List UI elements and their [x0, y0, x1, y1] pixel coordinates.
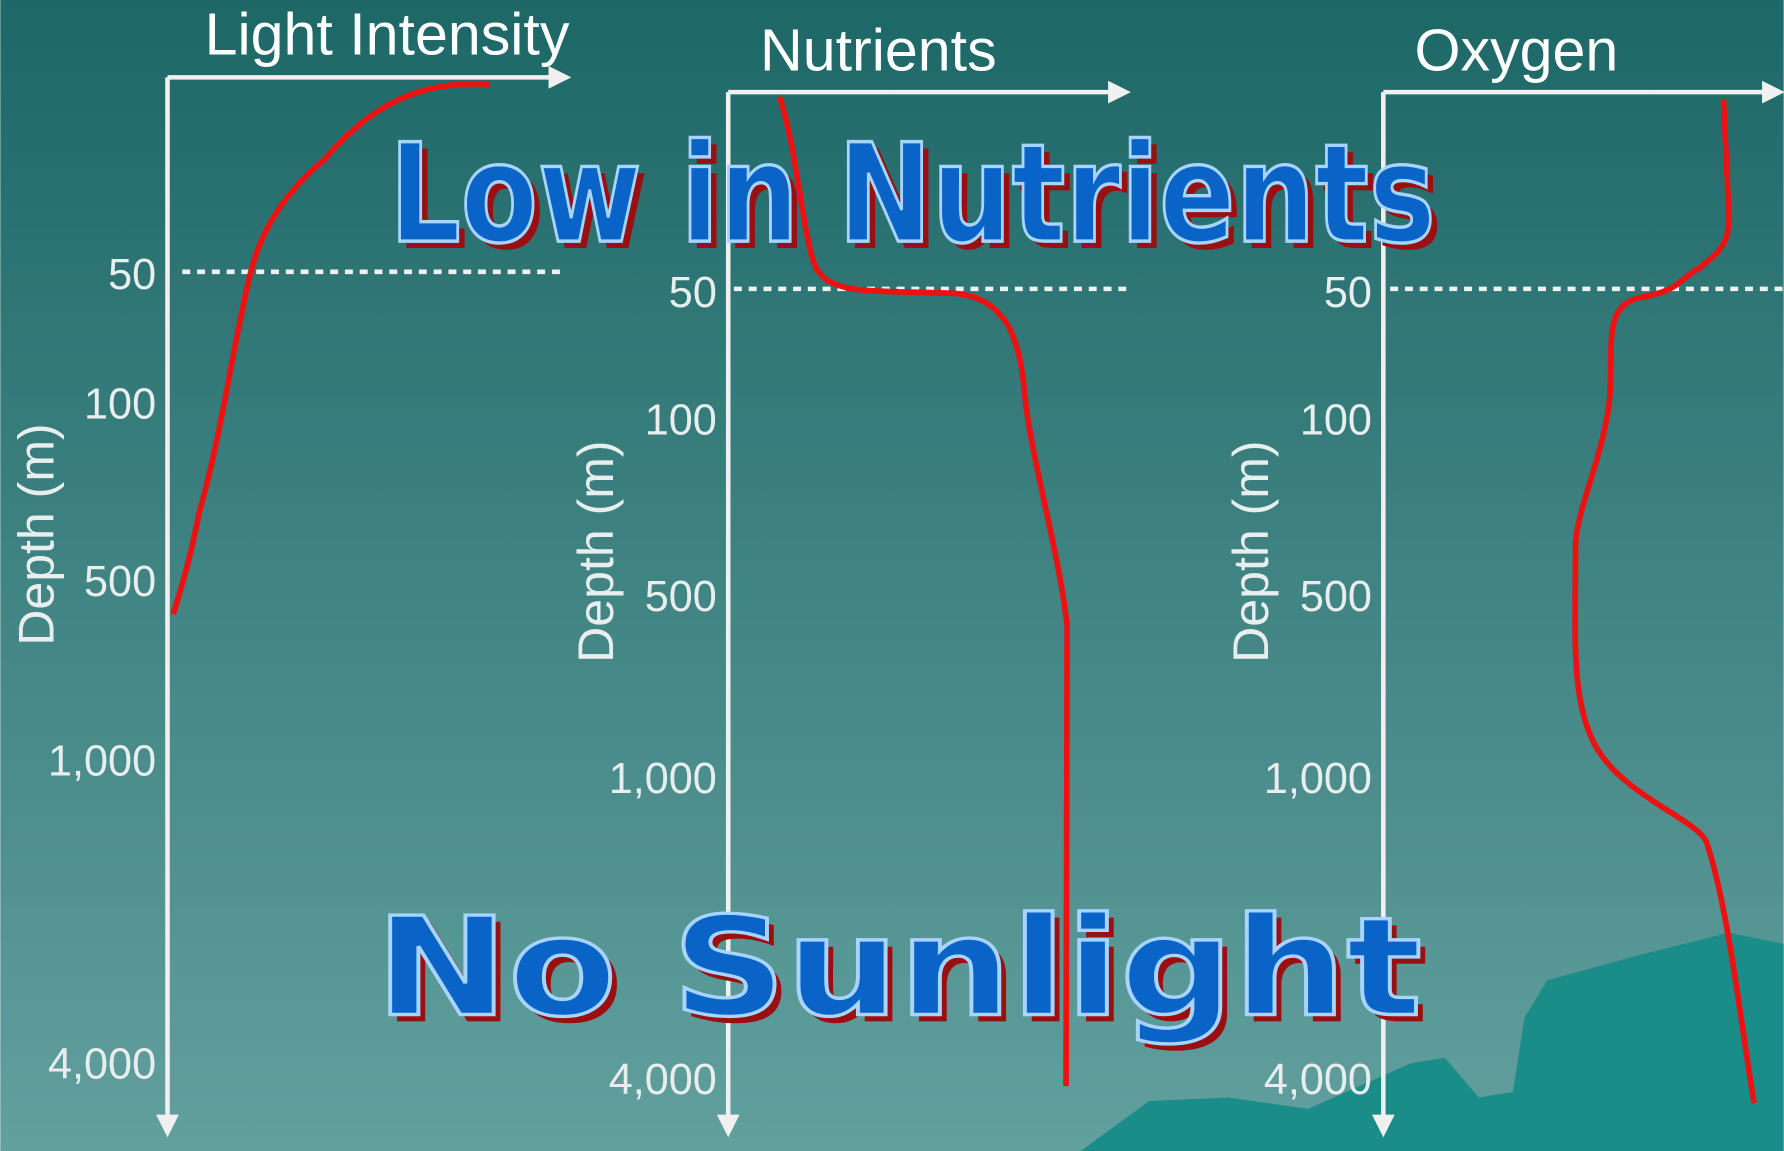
depth-tick-label: 500: [645, 573, 717, 621]
y-axis-label: Depth (m): [1223, 440, 1279, 662]
panel-title: Nutrients: [760, 17, 997, 84]
overlay-text: Low in Nutrients: [389, 115, 1435, 274]
slide: Light Intensity Depth (m) 50 100 500 1,000 4,0…: [0, 0, 1784, 1151]
depth-tick-label: 100: [84, 381, 156, 429]
overlay-text: No Sunlight: [376, 889, 1422, 1048]
y-axis-label: Depth (m): [8, 423, 64, 645]
panel-title: Oxygen: [1415, 17, 1619, 84]
depth-tick-label: 4,000: [1264, 1056, 1372, 1104]
depth-tick-label: 100: [645, 397, 717, 445]
depth-tick-label: 1,000: [609, 755, 717, 803]
depth-tick-label: 1,000: [48, 738, 156, 786]
depth-tick-label: 1,000: [1264, 755, 1372, 803]
panel-title: Light Intensity: [205, 1, 570, 68]
depth-tick-label: 500: [1300, 573, 1372, 621]
y-axis-label: Depth (m): [568, 440, 624, 662]
depth-tick-label: 500: [84, 558, 156, 606]
depth-tick-label: 4,000: [48, 1040, 156, 1088]
depth-tick-label: 50: [108, 251, 156, 299]
depth-tick-label: 4,000: [609, 1056, 717, 1104]
depth-tick-label: 100: [1300, 397, 1372, 445]
page: Light Intensity Depth (m) 50 100 500 1,000 4,0…: [0, 0, 1784, 1151]
